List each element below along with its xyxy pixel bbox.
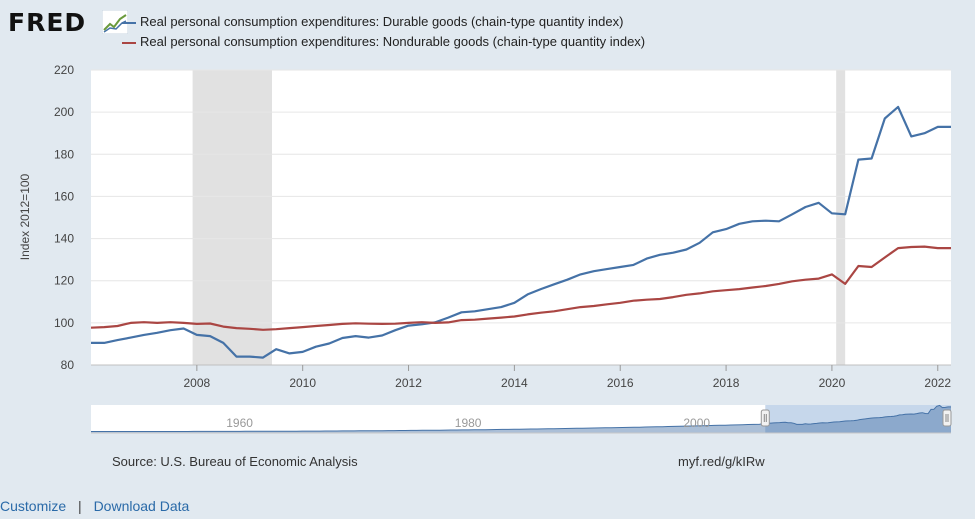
legend-label-durable: Real personal consumption expenditures: … <box>140 14 624 29</box>
x-tick-label: 2010 <box>289 376 316 390</box>
customize-link[interactable]: Customize <box>0 498 67 514</box>
y-axis-label: Index 2012=100 <box>18 173 32 260</box>
navigator-series-line <box>91 404 951 432</box>
handle-grip[interactable] <box>942 409 952 427</box>
legend-swatch-durable <box>122 22 136 24</box>
footer-links: Customize | Download Data <box>0 498 189 514</box>
legend-item-durable[interactable]: Real personal consumption expenditures: … <box>122 14 624 29</box>
navigator-area <box>91 405 951 433</box>
legend-label-nondurable: Real personal consumption expenditures: … <box>140 34 646 49</box>
navigator-label: 1980 <box>455 416 482 430</box>
series-line-durable <box>91 105 951 359</box>
legend-item-nondurable[interactable]: Real personal consumption expenditures: … <box>122 34 646 49</box>
y-tick-label: 100 <box>54 316 74 330</box>
y-tick-label: 180 <box>54 147 74 161</box>
source-note: Source: U.S. Bureau of Economic Analysis <box>112 454 358 469</box>
download-data-link[interactable]: Download Data <box>93 498 190 514</box>
x-tick-label: 2014 <box>501 376 528 390</box>
y-tick-label: 220 <box>54 63 74 77</box>
range-navigator[interactable]: 1960 1980 2000 <box>91 404 952 434</box>
x-tick-label: 2012 <box>395 376 422 390</box>
y-tick-label: 120 <box>54 274 74 288</box>
navigator-selected-range[interactable] <box>765 405 951 433</box>
x-tick-label: 2022 <box>924 376 951 390</box>
x-tick-label: 2020 <box>819 376 846 390</box>
navigator-handle-right[interactable] <box>942 409 952 427</box>
fred-logo[interactable]: FRED <box>8 8 87 37</box>
x-tick-label: 2008 <box>183 376 210 390</box>
y-tick-label: 160 <box>54 189 74 203</box>
recession-band <box>836 70 846 365</box>
series-line-nondurable <box>90 245 951 331</box>
footer-separator: | <box>78 498 82 514</box>
line-chart: 80 100 120 140 160 180 200 220 2008 2010 2012 2014 2… <box>18 63 952 434</box>
navigator-handle-left[interactable] <box>760 409 770 427</box>
navigator-label: 2000 <box>683 416 710 430</box>
short-link[interactable]: myf.red/g/kIRw <box>678 454 765 469</box>
navigator-label: 1960 <box>226 416 253 430</box>
x-tick-label: 2016 <box>607 376 634 390</box>
chart-panel: FRED Real personal consumption expenditu… <box>8 8 952 469</box>
recession-band <box>192 70 272 365</box>
x-tick-label: 2018 <box>713 376 740 390</box>
y-tick-label: 200 <box>54 105 74 119</box>
y-tick-label: 140 <box>54 232 74 246</box>
legend-swatch-nondurable <box>122 42 136 44</box>
handle-grip[interactable] <box>760 409 770 427</box>
y-tick-label: 80 <box>61 358 75 372</box>
